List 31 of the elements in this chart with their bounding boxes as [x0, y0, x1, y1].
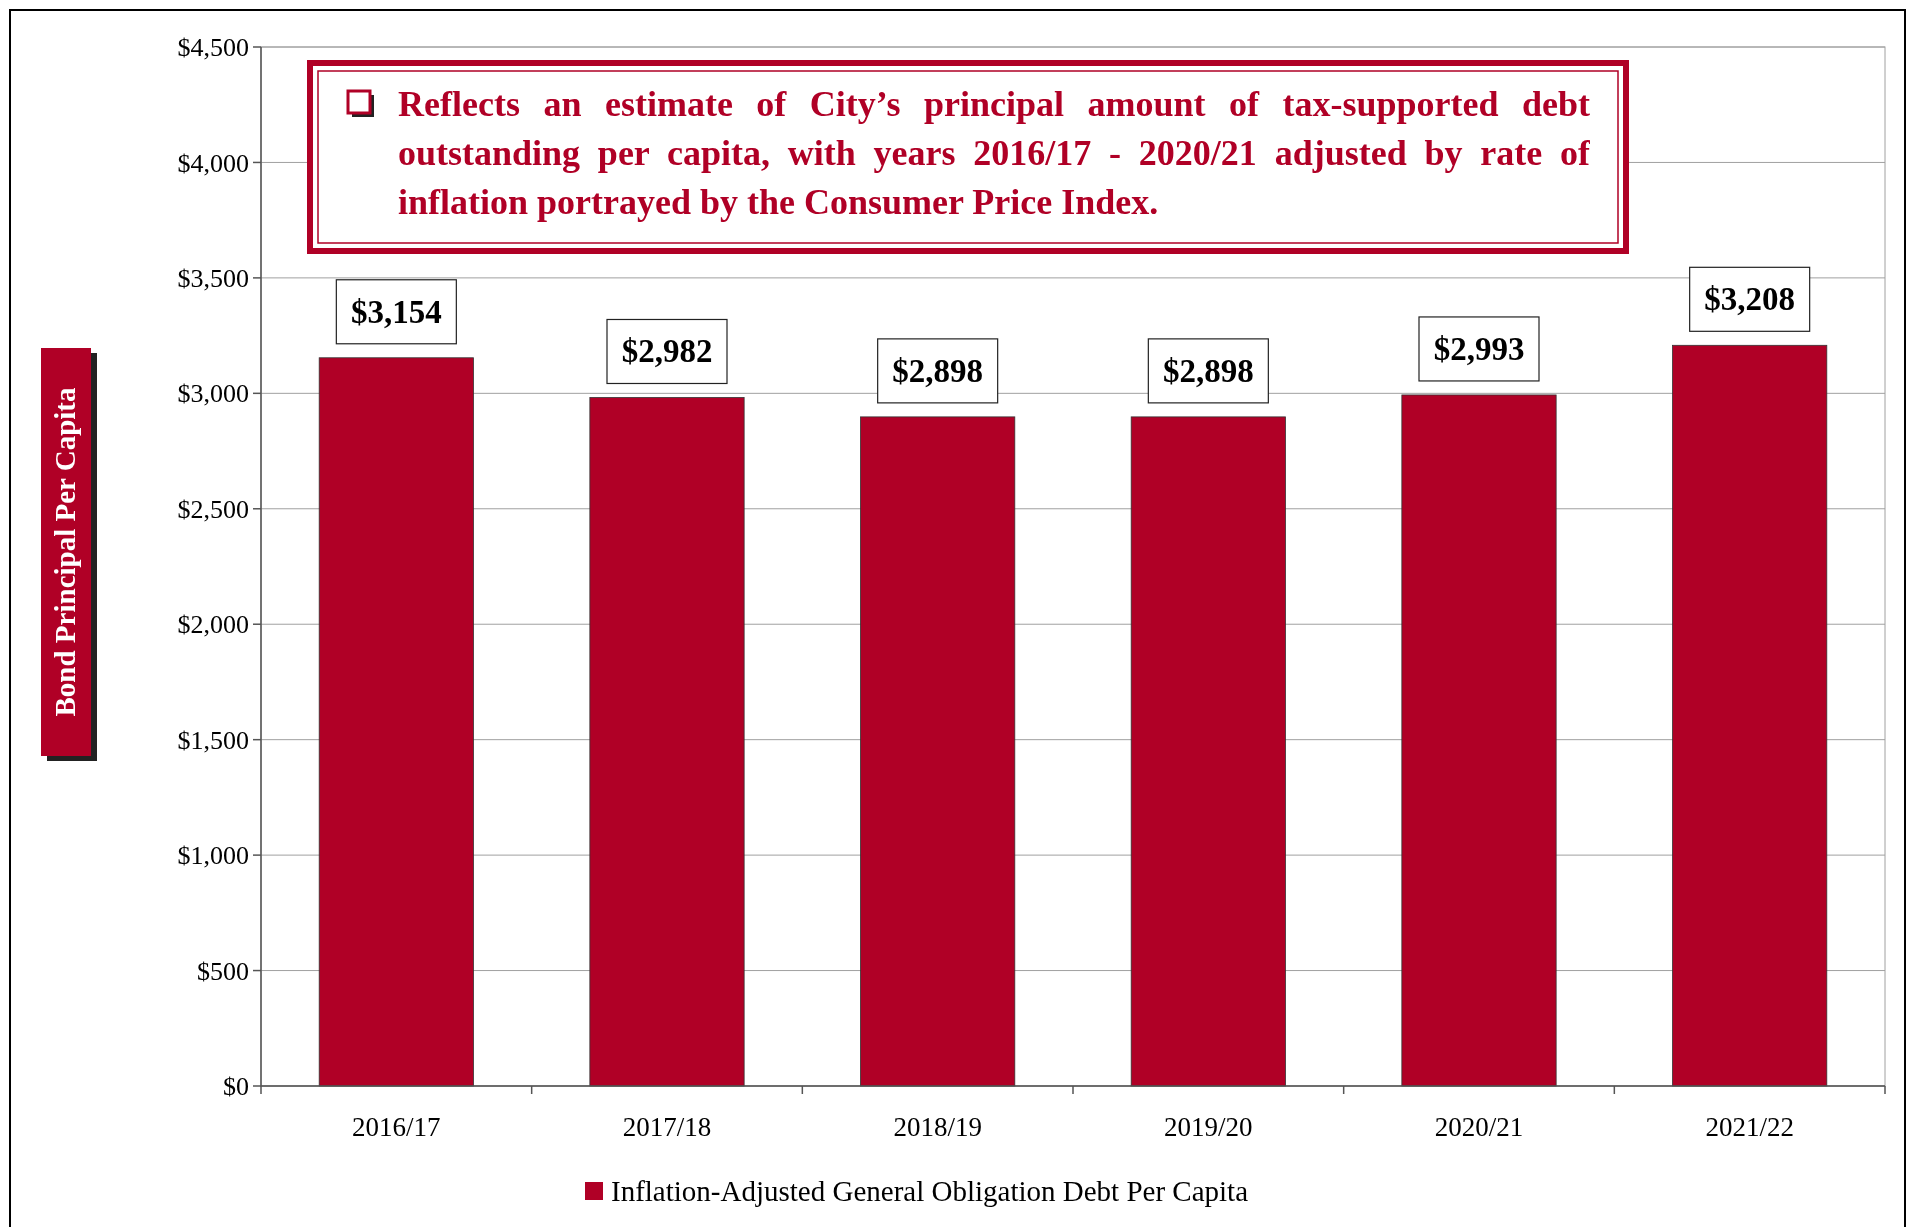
bar: [860, 416, 1016, 1087]
y-tick-label: $2,500: [177, 494, 249, 524]
x-tick-label: 2021/22: [1705, 1112, 1794, 1142]
y-tick-label: $3,000: [177, 379, 249, 409]
bar: [318, 357, 474, 1087]
x-tick-label: 2017/18: [622, 1112, 712, 1142]
y-tick-label: $1,500: [177, 725, 249, 755]
y-tick-label: $500: [197, 956, 249, 986]
x-tick-label: 2018/19: [893, 1112, 982, 1142]
y-tick-label: $4,500: [177, 33, 249, 63]
y-tick-label: $2,000: [177, 610, 249, 640]
legend-label: Inflation-Adjusted General Obligation Debt Per Capita: [611, 1175, 1249, 1208]
bar: [1672, 344, 1828, 1087]
bar: [1401, 394, 1557, 1087]
x-tick-label: 2019/20: [1164, 1112, 1253, 1142]
annotation: Reflects an estimate of City’s principal amount of tax-supported debt outstanding per capita, with years 2016/17 - 2020/21 adjusted by rate of inflation portrayed by the Consumer Price Index.: [398, 83, 1590, 224]
y-tick-label: $3,500: [177, 263, 249, 293]
text: $2,982: [621, 333, 713, 370]
text: $2,898: [1162, 352, 1254, 389]
bar: [1130, 416, 1286, 1087]
y-tick-label: $0: [223, 1072, 249, 1102]
x-tick-label: 2016/17: [352, 1112, 441, 1142]
y-tick-label: $4,000: [177, 148, 249, 178]
text: $2,993: [1433, 330, 1525, 367]
x-tick-label: 2020/21: [1434, 1112, 1524, 1142]
text: $3,154: [350, 293, 442, 330]
y-tick-label: $1,000: [177, 841, 249, 871]
bar: [589, 397, 745, 1087]
text: $3,208: [1704, 281, 1796, 318]
text: $2,898: [892, 352, 984, 389]
y-axis-title: Bond Principal Per Capita: [49, 387, 81, 717]
